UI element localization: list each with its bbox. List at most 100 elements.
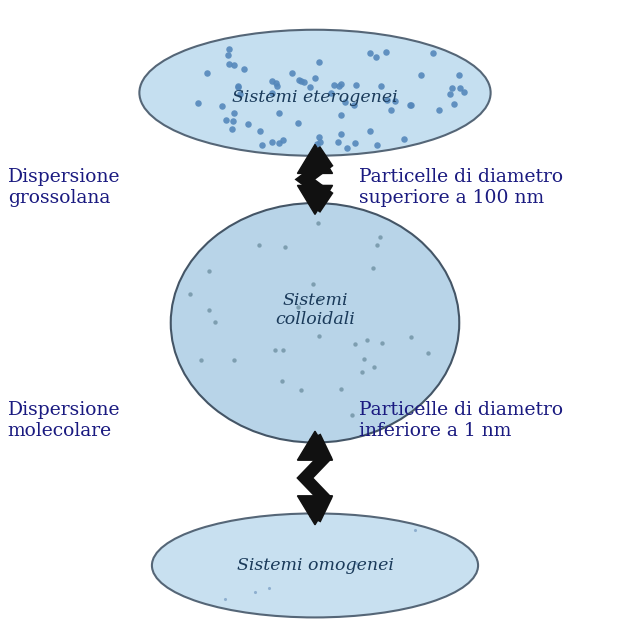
- Point: [229, 115, 239, 125]
- Point: [278, 135, 289, 146]
- Point: [250, 587, 260, 598]
- Ellipse shape: [152, 513, 478, 617]
- Point: [232, 81, 243, 91]
- Point: [255, 126, 265, 136]
- Point: [348, 100, 358, 110]
- Point: [343, 142, 353, 153]
- Point: [277, 376, 287, 386]
- Point: [272, 82, 282, 92]
- Point: [267, 88, 277, 98]
- Point: [377, 338, 387, 348]
- Point: [280, 242, 290, 252]
- Point: [294, 75, 304, 85]
- Point: [374, 232, 384, 242]
- Point: [347, 410, 357, 420]
- Point: [329, 80, 339, 91]
- Polygon shape: [297, 431, 333, 460]
- Point: [293, 303, 303, 313]
- Point: [428, 48, 438, 58]
- Point: [202, 68, 212, 78]
- Point: [350, 339, 360, 349]
- Point: [270, 346, 280, 356]
- Point: [326, 88, 336, 98]
- Point: [266, 76, 277, 86]
- Point: [335, 110, 345, 120]
- Point: [316, 137, 326, 147]
- Point: [351, 558, 361, 568]
- Point: [369, 361, 379, 372]
- Text: Sistemi eterogenei: Sistemi eterogenei: [232, 89, 398, 106]
- Point: [390, 96, 400, 106]
- Polygon shape: [297, 185, 333, 215]
- Text: Sistemi
colloidali: Sistemi colloidali: [275, 292, 355, 329]
- Ellipse shape: [171, 203, 459, 442]
- Point: [274, 108, 284, 118]
- Point: [257, 140, 267, 150]
- Point: [229, 108, 239, 118]
- Point: [445, 89, 455, 99]
- Point: [336, 79, 346, 89]
- Point: [223, 50, 233, 60]
- Point: [334, 80, 344, 91]
- Point: [235, 89, 245, 99]
- Point: [203, 266, 214, 277]
- Point: [370, 53, 381, 63]
- Point: [271, 78, 281, 88]
- Point: [220, 594, 230, 605]
- Point: [224, 59, 234, 69]
- Point: [434, 105, 444, 115]
- Point: [333, 137, 343, 147]
- Point: [287, 68, 297, 78]
- Point: [336, 128, 346, 139]
- Point: [365, 125, 375, 135]
- Point: [229, 355, 239, 365]
- Point: [264, 584, 274, 594]
- Point: [277, 345, 287, 355]
- Point: [185, 289, 195, 299]
- Point: [239, 63, 249, 73]
- Point: [423, 348, 433, 358]
- Point: [357, 367, 367, 377]
- Point: [267, 137, 277, 147]
- Point: [224, 44, 234, 54]
- Point: [295, 76, 306, 86]
- Text: Particelle di diametro
superiore a 100 nm: Particelle di diametro superiore a 100 n…: [359, 168, 563, 207]
- Point: [312, 218, 323, 228]
- Point: [340, 97, 350, 108]
- Point: [305, 82, 315, 92]
- Point: [447, 83, 457, 93]
- Point: [406, 332, 416, 342]
- Point: [308, 279, 318, 289]
- Point: [210, 316, 220, 327]
- Point: [416, 70, 426, 80]
- Point: [449, 99, 459, 110]
- Text: Dispersione
molecolare: Dispersione molecolare: [8, 401, 120, 440]
- Point: [299, 77, 309, 87]
- Point: [365, 48, 375, 58]
- Point: [381, 47, 391, 58]
- Point: [233, 82, 243, 92]
- Polygon shape: [297, 144, 333, 173]
- Ellipse shape: [139, 30, 491, 156]
- Point: [362, 335, 372, 345]
- Point: [314, 294, 324, 304]
- Point: [227, 123, 237, 134]
- Text: Sistemi omogenei: Sistemi omogenei: [236, 557, 394, 574]
- Point: [399, 134, 409, 144]
- Point: [404, 100, 415, 110]
- Point: [217, 101, 227, 111]
- Point: [254, 240, 264, 250]
- Point: [351, 80, 361, 90]
- Polygon shape: [297, 496, 333, 525]
- Point: [314, 57, 324, 67]
- Point: [204, 304, 214, 315]
- Point: [195, 355, 205, 365]
- Point: [314, 330, 324, 341]
- Point: [311, 73, 321, 83]
- Point: [376, 81, 386, 91]
- Point: [293, 118, 303, 128]
- Point: [372, 139, 382, 149]
- Point: [312, 139, 322, 149]
- Point: [220, 115, 231, 125]
- Point: [454, 70, 464, 80]
